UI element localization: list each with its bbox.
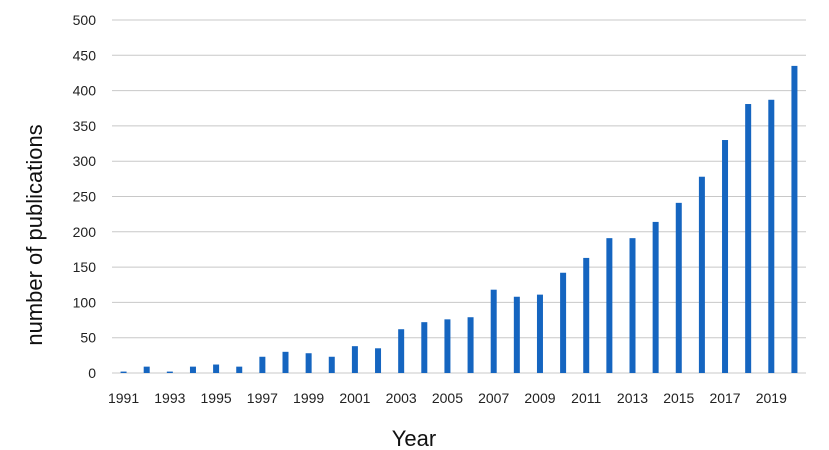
bar-2020 (791, 65, 798, 373)
bar-2017 (722, 140, 729, 373)
bar-2001 (351, 346, 358, 373)
bar-2016 (698, 176, 705, 373)
x-axis-title: Year (392, 426, 436, 450)
y-axis-title: number of publications (22, 124, 47, 345)
bar-2018 (745, 104, 752, 373)
bar-1999 (305, 353, 312, 373)
bar-2012 (606, 238, 613, 373)
bar-2009 (536, 294, 543, 373)
bar-2010 (560, 272, 567, 373)
y-tick-label: 50 (80, 330, 96, 346)
x-tick-label: 2013 (617, 390, 648, 406)
bar-1996 (236, 366, 243, 373)
bar-2007 (490, 289, 497, 373)
y-tick-label: 500 (73, 12, 97, 28)
bar-2008 (513, 296, 520, 373)
y-tick-label: 100 (73, 294, 97, 310)
bar-1994 (189, 366, 196, 373)
x-tick-label: 2011 (571, 390, 601, 406)
y-tick-label: 300 (73, 153, 97, 169)
bar-2006 (467, 317, 474, 373)
y-axis-ticks: 0 50 100 150 200 250 300 350 400 450 500 (73, 12, 97, 381)
bar-1992 (143, 366, 150, 373)
bar-2002 (375, 348, 382, 373)
x-tick-label: 1999 (293, 390, 324, 406)
x-tick-label: 2003 (386, 390, 417, 406)
x-tick-label: 2009 (524, 390, 555, 406)
bar-1991 (120, 371, 127, 373)
y-tick-label: 200 (73, 224, 97, 240)
bar-2003 (398, 329, 405, 373)
x-tick-label: 1997 (247, 390, 278, 406)
x-tick-label: 2019 (756, 390, 787, 406)
y-tick-label: 400 (73, 83, 97, 99)
y-tick-label: 150 (73, 259, 97, 275)
bar-1995 (213, 364, 220, 373)
bar-2013 (629, 238, 636, 373)
y-tick-label: 250 (73, 189, 97, 205)
bar-2019 (768, 99, 775, 373)
bar-2015 (675, 202, 682, 373)
x-axis-ticks: 1991 1993 1995 1997 1999 2001 2003 2005 2007 2009… (108, 390, 787, 406)
bar-1993 (166, 371, 173, 373)
x-tick-label: 1991 (108, 390, 139, 406)
bar-2004 (421, 322, 428, 373)
x-tick-label: 1995 (201, 390, 232, 406)
gridlines (112, 19, 806, 374)
bar-2011 (583, 257, 590, 373)
x-tick-label: 2005 (432, 390, 463, 406)
x-tick-label: 1993 (154, 390, 185, 406)
bar-2014 (652, 221, 659, 373)
x-tick-label: 2007 (478, 390, 509, 406)
y-tick-label: 350 (73, 118, 97, 134)
bars (120, 65, 798, 373)
bar-1997 (259, 356, 266, 373)
x-tick-label: 2017 (709, 390, 740, 406)
bar-2005 (444, 319, 451, 373)
bar-1998 (282, 351, 289, 373)
bar-2000 (328, 356, 335, 373)
x-tick-label: 2015 (663, 390, 694, 406)
x-tick-label: 2001 (339, 390, 370, 406)
y-tick-label: 450 (73, 47, 97, 63)
y-tick-label: 0 (88, 365, 96, 381)
